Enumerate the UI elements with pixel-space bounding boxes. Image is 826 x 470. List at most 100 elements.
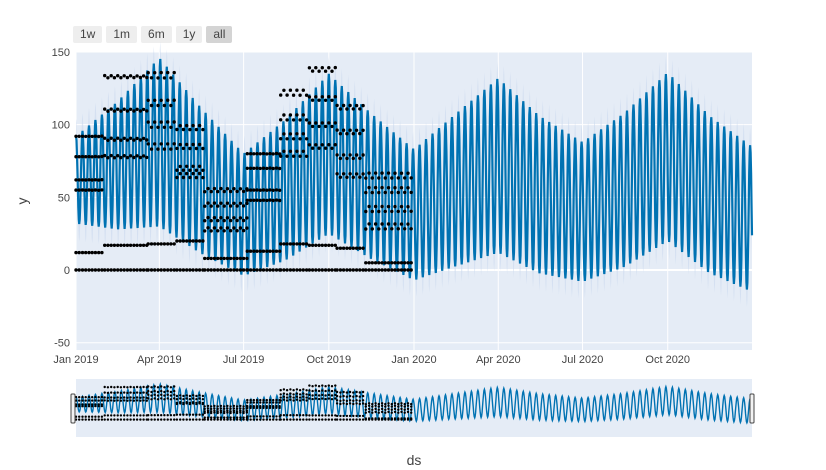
actual-point [271, 152, 275, 156]
actual-point [258, 152, 262, 156]
range-slider-point [275, 401, 278, 404]
range-slider-point [126, 399, 129, 402]
range-slider-point [400, 410, 403, 414]
range-slider-point [213, 407, 216, 410]
actual-point [351, 107, 355, 111]
actual-point [219, 268, 223, 272]
actual-point [106, 156, 110, 160]
range-slider-point [295, 388, 299, 391]
range-slider-point [173, 393, 176, 396]
actual-point [93, 250, 98, 255]
range-slider-point [377, 405, 380, 408]
actual-point [245, 152, 249, 156]
actual-point [399, 186, 404, 190]
actual-point [197, 164, 202, 168]
range-slider-point [87, 403, 91, 406]
actual-point [335, 103, 339, 108]
actual-point [80, 134, 85, 138]
range-slider-point [166, 414, 169, 417]
range-slider-point [371, 405, 374, 408]
actual-point [333, 65, 337, 70]
actual-point [119, 76, 123, 80]
range-slider-point [308, 418, 311, 421]
range-slider-point [188, 394, 192, 398]
range-slider-point [223, 411, 226, 415]
actual-point [112, 138, 117, 142]
range-slider-point [289, 388, 292, 391]
range-slider-point [116, 399, 119, 402]
range-slider-point [268, 418, 272, 421]
range-slider-point [314, 393, 317, 397]
range-slider-point [206, 418, 210, 421]
actual-point [135, 107, 139, 112]
range-slider-point [119, 414, 123, 417]
range-slider-point [278, 405, 281, 408]
actual-point [307, 243, 312, 247]
actual-point [116, 107, 120, 111]
range-slider-point [298, 389, 302, 392]
range-slider-point [305, 399, 308, 402]
range-slider-point [113, 414, 116, 417]
range-slider-point [153, 393, 156, 396]
actual-point [279, 137, 283, 141]
actual-point [212, 256, 217, 261]
range-slider-point [289, 395, 292, 398]
range-button-1m[interactable]: 1m [106, 26, 138, 43]
actual-point [228, 204, 233, 208]
actual-point [80, 250, 85, 255]
actual-point [367, 204, 371, 209]
actual-point [261, 151, 266, 156]
actual-point [122, 107, 126, 111]
y-tick-label: 100 [52, 120, 70, 132]
range-slider-point [311, 414, 314, 417]
range-slider-point [367, 418, 371, 421]
actual-point [145, 109, 149, 113]
actual-point [122, 136, 126, 140]
range-slider-point [295, 395, 299, 398]
range-slider-left-handle[interactable] [70, 393, 76, 424]
range-slider-point [150, 418, 153, 421]
actual-point [106, 138, 110, 142]
range-slider-point [110, 399, 113, 402]
range-slider-point [268, 404, 272, 408]
range-slider-right-handle[interactable] [749, 393, 755, 424]
actual-point [265, 268, 269, 272]
actual-point [278, 249, 282, 253]
actual-point [122, 268, 126, 272]
range-slider-point [223, 405, 226, 408]
range-button-6m[interactable]: 6m [141, 26, 172, 43]
range-slider-point [278, 401, 281, 404]
range-slider-point [384, 402, 387, 406]
actual-point [291, 137, 296, 141]
range-slider-point [255, 398, 259, 402]
actual-point [128, 268, 133, 272]
range-button-1y[interactable]: 1y [175, 26, 203, 43]
range-slider-point [110, 391, 113, 394]
actual-point [216, 229, 220, 233]
range-slider-point [91, 399, 94, 402]
range-slider-point [103, 399, 106, 402]
range-slider-point [132, 396, 136, 399]
actual-point [373, 222, 378, 226]
actual-point [327, 95, 331, 99]
range-slider-point [367, 402, 371, 405]
range-slider-point [348, 418, 352, 421]
range-slider-point [279, 399, 282, 402]
actual-point [238, 268, 243, 272]
actual-point [141, 268, 146, 272]
range-slider-point [206, 407, 210, 410]
actual-point [90, 268, 94, 272]
actual-point [235, 189, 239, 194]
range-slider-point [400, 407, 403, 411]
range-slider-point [327, 418, 330, 421]
actual-point [396, 176, 400, 180]
actual-point [364, 190, 368, 195]
range-button-all[interactable]: all [206, 26, 233, 43]
range-button-1w[interactable]: 1w [73, 26, 103, 43]
actual-point [100, 154, 104, 159]
actual-point [228, 189, 233, 194]
actual-point [122, 243, 126, 247]
range-slider-point [334, 418, 337, 421]
actual-point [252, 152, 256, 156]
actual-point [310, 243, 315, 247]
